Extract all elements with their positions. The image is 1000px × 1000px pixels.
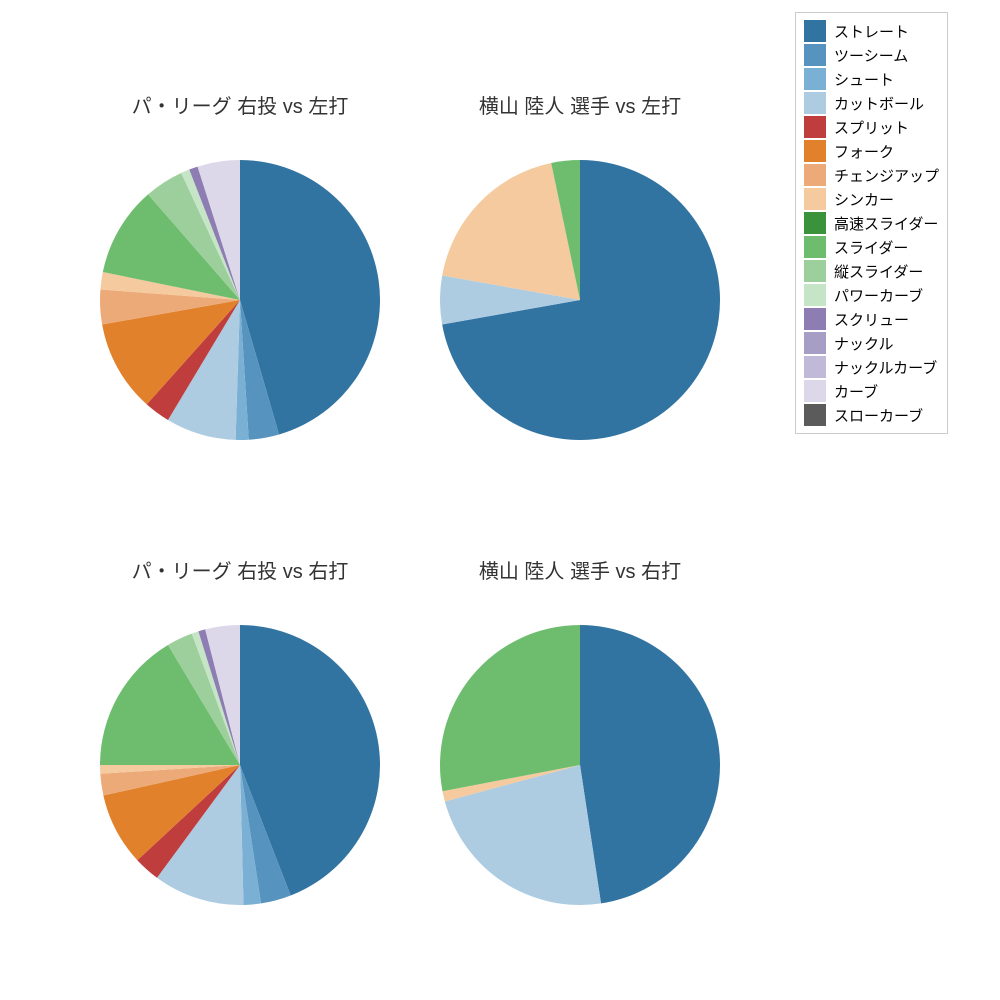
chart-title: パ・リーグ 右投 vs 左打 xyxy=(90,90,390,119)
chart-title: 横山 陸人 選手 vs 左打 xyxy=(430,90,730,119)
pie-slice xyxy=(440,625,580,791)
chart-title: 横山 陸人 選手 vs 右打 xyxy=(430,555,730,584)
legend-swatch xyxy=(804,260,826,282)
legend-item: 高速スライダー xyxy=(804,211,939,235)
legend-swatch xyxy=(804,92,826,114)
legend-swatch xyxy=(804,236,826,258)
legend-label: スローカーブ xyxy=(834,405,923,426)
pie-chart xyxy=(100,160,380,440)
legend-label: 縦スライダー xyxy=(834,261,923,282)
legend-label: シンカー xyxy=(834,189,894,210)
legend-item: ナックル xyxy=(804,331,939,355)
legend-item: スクリュー xyxy=(804,307,939,331)
legend-item: 縦スライダー xyxy=(804,259,939,283)
legend-item: パワーカーブ xyxy=(804,283,939,307)
legend-item: ナックルカーブ xyxy=(804,355,939,379)
legend-swatch xyxy=(804,308,826,330)
legend-label: ナックル xyxy=(834,333,894,354)
pie-slice xyxy=(580,625,720,903)
legend-item: カーブ xyxy=(804,379,939,403)
chart-grid: パ・リーグ 右投 vs 左打45.58.110.610.4横山 陸人 選手 vs… xyxy=(0,0,1000,1000)
legend-label: カーブ xyxy=(834,381,878,402)
legend-label: スプリット xyxy=(834,117,909,138)
legend-swatch xyxy=(804,332,826,354)
legend-swatch xyxy=(804,140,826,162)
legend-item: シンカー xyxy=(804,187,939,211)
legend-label: スクリュー xyxy=(834,309,909,330)
legend-item: シュート xyxy=(804,67,939,91)
legend-swatch xyxy=(804,212,826,234)
legend-swatch xyxy=(804,164,826,186)
legend-label: 高速スライダー xyxy=(834,213,938,234)
legend-swatch xyxy=(804,44,826,66)
legend-swatch xyxy=(804,116,826,138)
legend-item: チェンジアップ xyxy=(804,163,939,187)
legend-label: パワーカーブ xyxy=(834,285,923,306)
chart-title: パ・リーグ 右投 vs 右打 xyxy=(90,555,390,584)
legend-item: カットボール xyxy=(804,91,939,115)
legend-item: ツーシーム xyxy=(804,43,939,67)
legend-label: ストレート xyxy=(834,21,909,42)
pie-chart xyxy=(440,625,720,905)
legend-item: フォーク xyxy=(804,139,939,163)
legend-item: スローカーブ xyxy=(804,403,939,427)
legend-swatch xyxy=(804,284,826,306)
legend: ストレートツーシームシュートカットボールスプリットフォークチェンジアップシンカー… xyxy=(795,12,948,434)
legend-label: チェンジアップ xyxy=(834,165,939,186)
legend-swatch xyxy=(804,404,826,426)
legend-label: ツーシーム xyxy=(834,45,908,66)
pie-chart xyxy=(440,160,720,440)
legend-item: スプリット xyxy=(804,115,939,139)
legend-swatch xyxy=(804,356,826,378)
legend-swatch xyxy=(804,380,826,402)
legend-item: スライダー xyxy=(804,235,939,259)
legend-label: スライダー xyxy=(834,237,908,258)
legend-label: シュート xyxy=(834,69,894,90)
legend-swatch xyxy=(804,20,826,42)
legend-label: フォーク xyxy=(834,141,894,162)
legend-swatch xyxy=(804,68,826,90)
legend-item: ストレート xyxy=(804,19,939,43)
pie-chart xyxy=(100,625,380,905)
legend-label: カットボール xyxy=(834,93,924,114)
legend-label: ナックルカーブ xyxy=(834,357,937,378)
legend-swatch xyxy=(804,188,826,210)
